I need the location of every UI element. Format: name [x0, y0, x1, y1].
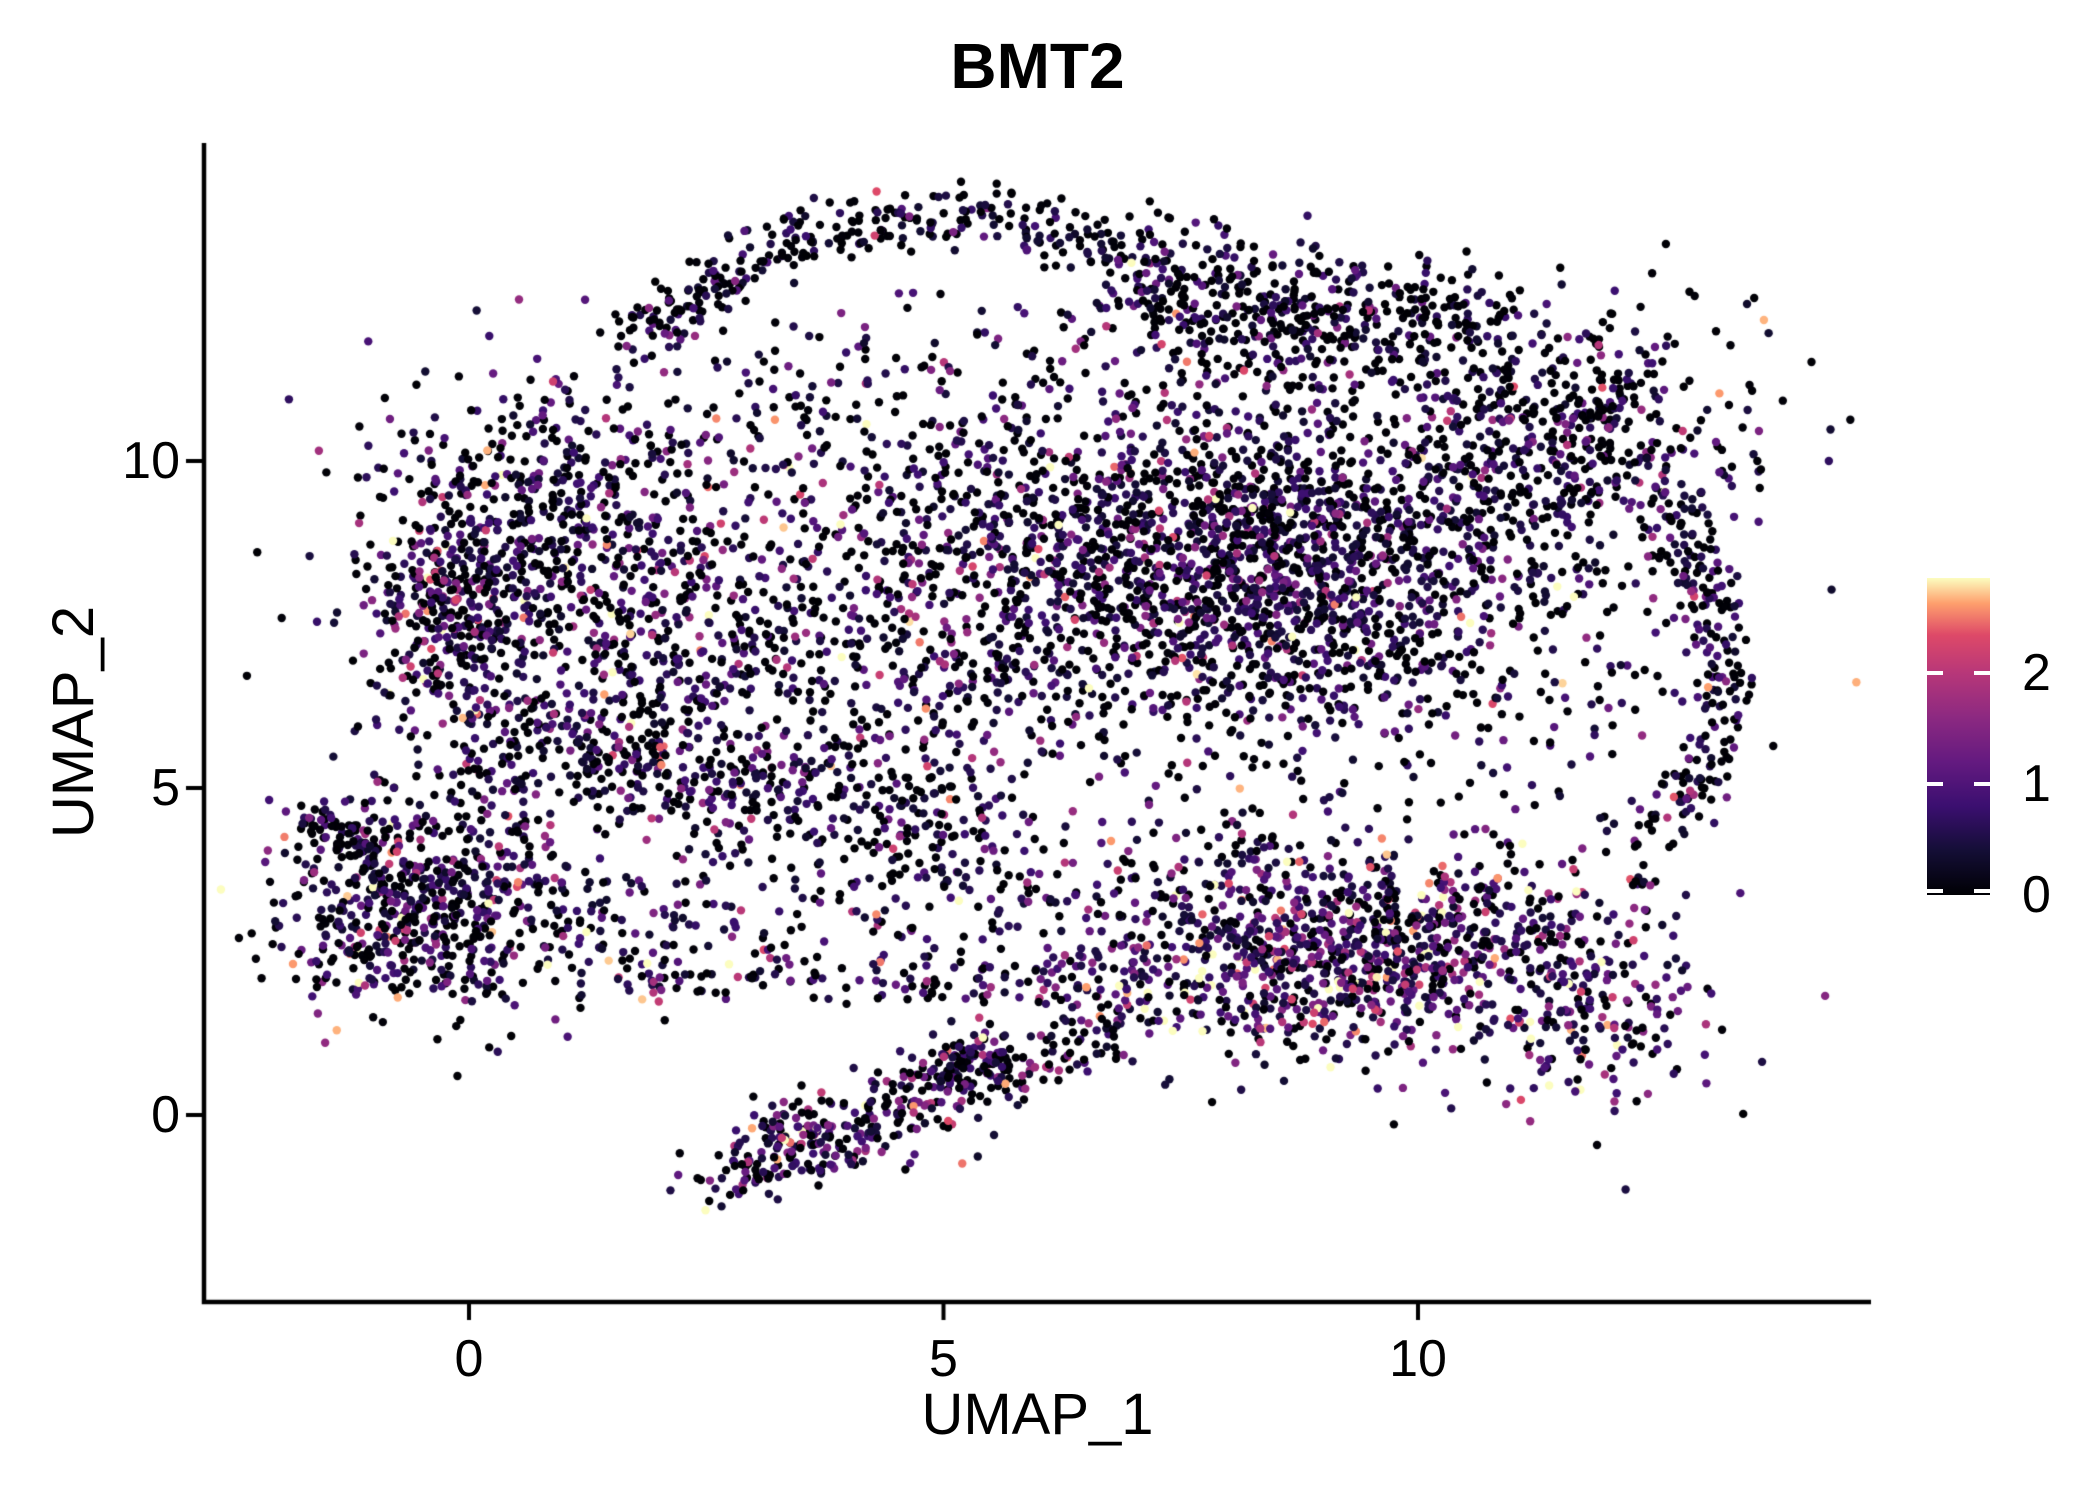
colorbar-tick-label: 2 — [2022, 643, 2051, 702]
colorbar-tick-mark — [1927, 781, 1943, 786]
x-axis-label: UMAP_1 — [921, 1382, 1154, 1447]
colorbar-tick-mark — [1974, 781, 1990, 786]
y-tick-label: 0 — [151, 1086, 180, 1144]
y-tick-label: 10 — [122, 432, 180, 490]
colorbar-gradient — [1927, 578, 1990, 895]
plot-title: BMT2 — [950, 30, 1125, 102]
x-tick-label: 10 — [1389, 1330, 1447, 1388]
x-tick-label: 5 — [929, 1330, 958, 1388]
colorbar-tick-mark — [1974, 670, 1990, 675]
colorbar-tick-label: 1 — [2022, 754, 2051, 813]
colorbar-tick-mark — [1927, 670, 1943, 675]
colorbar-tick-label: 0 — [2022, 866, 2051, 924]
x-tick-label: 0 — [454, 1330, 484, 1388]
y-tick-label: 5 — [151, 759, 180, 817]
colorbar-tick-mark — [1927, 889, 1943, 893]
colorbar-tick-mark — [1974, 889, 1990, 893]
